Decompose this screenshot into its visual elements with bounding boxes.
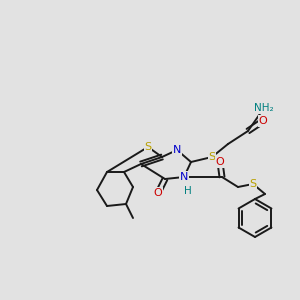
Text: O: O (259, 116, 267, 126)
Text: H: H (184, 186, 192, 196)
Text: S: S (249, 179, 256, 189)
Text: N: N (180, 172, 188, 182)
Text: S: S (144, 142, 152, 152)
Text: S: S (208, 152, 216, 162)
Text: O: O (154, 188, 162, 198)
Text: O: O (216, 157, 224, 167)
Text: NH₂: NH₂ (254, 103, 274, 113)
Text: N: N (173, 145, 181, 155)
